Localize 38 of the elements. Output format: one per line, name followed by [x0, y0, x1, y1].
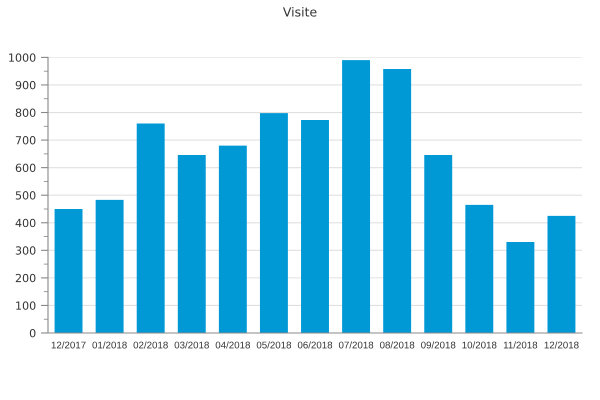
bar [178, 154, 206, 333]
y-tick-label: 200 [16, 274, 36, 282]
bar [342, 60, 370, 333]
x-tick-label: 07/2018 [338, 341, 374, 348]
x-tick-label: 02/2018 [134, 341, 168, 348]
bar [383, 68, 412, 333]
x-tick-label: 08/2018 [380, 341, 414, 348]
bar [136, 124, 165, 333]
bar [54, 208, 83, 333]
y-tick-label: 400 [16, 218, 36, 228]
x-tick-label: 05/2018 [256, 341, 292, 348]
x-tick-label: 06/2018 [298, 341, 332, 348]
y-tick-label: 800 [16, 108, 36, 117]
y-tick-label: 600 [16, 164, 36, 172]
bar [96, 200, 124, 333]
x-tick-label: 10/2018 [462, 341, 496, 348]
y-tick-label: 100 [16, 301, 36, 310]
bar [424, 154, 452, 333]
bar [218, 146, 247, 333]
y-tick-label: 500 [16, 191, 36, 200]
x-tick-label: 01/2018 [92, 341, 127, 348]
bar [301, 120, 329, 333]
bar [547, 216, 576, 333]
x-tick-label: 03/2018 [174, 341, 209, 348]
chart-title: Visite [282, 6, 316, 17]
bar [465, 204, 494, 333]
x-tick-label: 11/2018 [504, 341, 538, 348]
y-tick-label: 900 [16, 80, 36, 90]
bar [260, 113, 288, 333]
y-tick-label: 300 [16, 246, 36, 255]
y-tick-label: 700 [16, 136, 36, 144]
x-tick-label: 12/2017 [52, 341, 86, 348]
x-tick-label: 12/2018 [544, 341, 579, 348]
x-tick-label: 09/2018 [421, 341, 456, 348]
y-tick-label: 1000 [9, 53, 36, 62]
x-tick-label: 04/2018 [216, 341, 250, 348]
y-tick-label: 0 [30, 328, 36, 338]
bar [506, 242, 534, 333]
